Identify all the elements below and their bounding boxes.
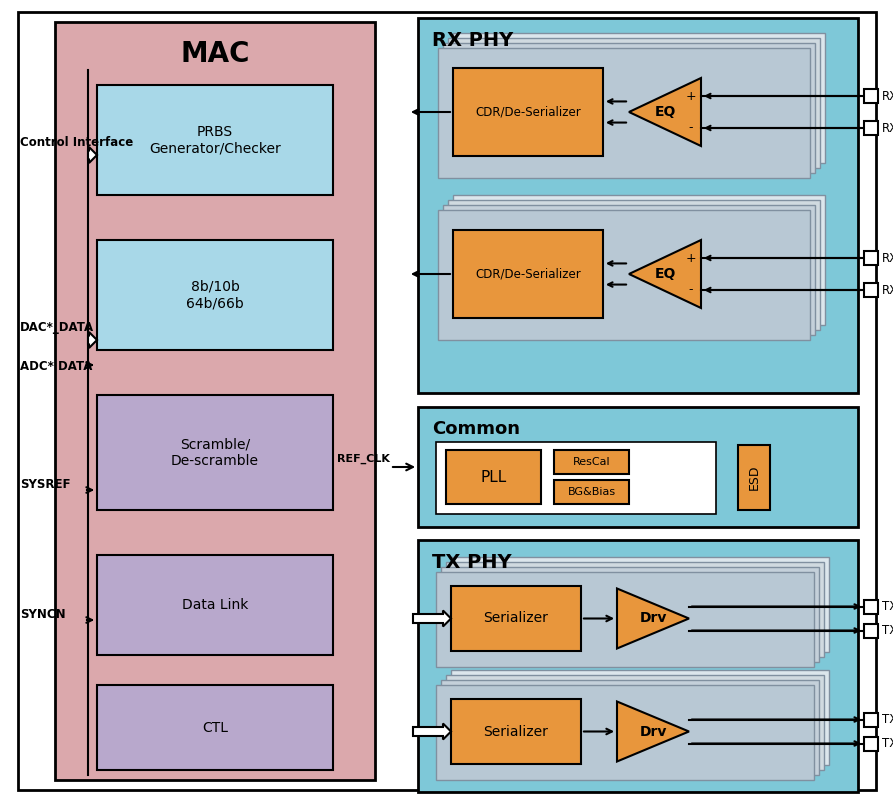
Text: CTL: CTL	[202, 720, 228, 735]
Bar	[436, 572, 814, 667]
Bar	[864, 712, 878, 727]
Text: +: +	[686, 252, 697, 265]
Text: TXP: TXP	[882, 600, 893, 613]
Polygon shape	[629, 240, 701, 308]
Bar	[864, 736, 878, 751]
Text: TXP: TXP	[882, 713, 893, 726]
Text: RXP: RXP	[882, 90, 893, 103]
Text: EQ: EQ	[655, 105, 676, 119]
Bar	[453, 230, 603, 318]
Text: Serializer: Serializer	[484, 724, 548, 739]
Bar	[438, 48, 810, 178]
Bar	[443, 205, 815, 335]
Bar	[448, 200, 820, 330]
Text: REF_CLK: REF_CLK	[338, 454, 390, 464]
Bar	[97, 85, 333, 195]
Text: SYSREF: SYSREF	[20, 477, 71, 491]
Bar	[451, 557, 829, 652]
Text: CDR/De-Serializer: CDR/De-Serializer	[475, 106, 580, 119]
Polygon shape	[629, 78, 701, 146]
Text: PRBS
Generator/Checker: PRBS Generator/Checker	[149, 125, 281, 155]
Text: 8b/10b
64b/66b: 8b/10b 64b/66b	[186, 280, 244, 310]
Text: ESD: ESD	[747, 464, 761, 490]
Bar	[436, 685, 814, 780]
Bar	[864, 89, 878, 103]
Text: RXP: RXP	[882, 252, 893, 265]
Text: EQ: EQ	[655, 267, 676, 281]
Bar	[418, 540, 858, 792]
Polygon shape	[617, 702, 689, 762]
Text: ResCal: ResCal	[572, 457, 610, 467]
Text: Drv: Drv	[639, 724, 667, 739]
Bar	[97, 240, 333, 350]
Text: +: +	[686, 90, 697, 103]
Bar	[418, 18, 858, 393]
Bar	[446, 675, 824, 770]
Bar	[97, 685, 333, 770]
Text: ADC* DATA: ADC* DATA	[20, 361, 92, 374]
Text: MAC: MAC	[180, 40, 250, 68]
FancyArrow shape	[413, 610, 451, 626]
Text: Control Interface: Control Interface	[20, 136, 133, 149]
Text: RX PHY: RX PHY	[432, 30, 513, 50]
Text: DAC*_DATA: DAC*_DATA	[20, 322, 94, 334]
Bar	[554, 450, 629, 474]
Bar	[451, 670, 829, 765]
Bar	[451, 699, 581, 764]
Bar	[864, 600, 878, 614]
Bar	[436, 442, 716, 514]
Bar	[451, 586, 581, 651]
Text: SYNCN: SYNCN	[20, 607, 65, 621]
Bar	[97, 555, 333, 655]
Text: Common: Common	[432, 420, 520, 438]
Text: BG&Bias: BG&Bias	[567, 487, 615, 497]
Bar	[554, 480, 629, 504]
Text: Data Link: Data Link	[182, 598, 248, 612]
FancyArrow shape	[88, 332, 97, 348]
Bar	[864, 121, 878, 135]
FancyArrow shape	[88, 147, 97, 163]
Polygon shape	[617, 589, 689, 649]
Bar	[453, 33, 825, 163]
Bar	[448, 38, 820, 168]
Bar	[453, 68, 603, 156]
Text: TXN: TXN	[882, 624, 893, 637]
Bar	[453, 195, 825, 325]
Bar	[438, 210, 810, 340]
Bar	[441, 680, 819, 775]
Text: Serializer: Serializer	[484, 611, 548, 626]
Text: -: -	[689, 283, 693, 297]
Text: Drv: Drv	[639, 611, 667, 626]
Bar	[446, 562, 824, 657]
Text: -: -	[689, 121, 693, 135]
Text: PLL: PLL	[480, 469, 506, 484]
FancyArrow shape	[413, 723, 451, 739]
Text: TXN: TXN	[882, 737, 893, 750]
Text: RXN: RXN	[882, 121, 893, 135]
Bar	[738, 445, 770, 510]
Bar	[441, 567, 819, 662]
Text: TX PHY: TX PHY	[432, 553, 512, 572]
Bar	[443, 43, 815, 173]
Bar	[864, 623, 878, 638]
Bar	[864, 283, 878, 297]
Bar	[446, 450, 541, 504]
Text: Scramble/
De-scramble: Scramble/ De-scramble	[171, 437, 259, 468]
Bar	[97, 395, 333, 510]
Bar	[418, 407, 858, 527]
Text: CDR/De-Serializer: CDR/De-Serializer	[475, 268, 580, 281]
Bar	[55, 22, 375, 780]
Bar	[864, 251, 878, 265]
Text: RXN: RXN	[882, 283, 893, 297]
